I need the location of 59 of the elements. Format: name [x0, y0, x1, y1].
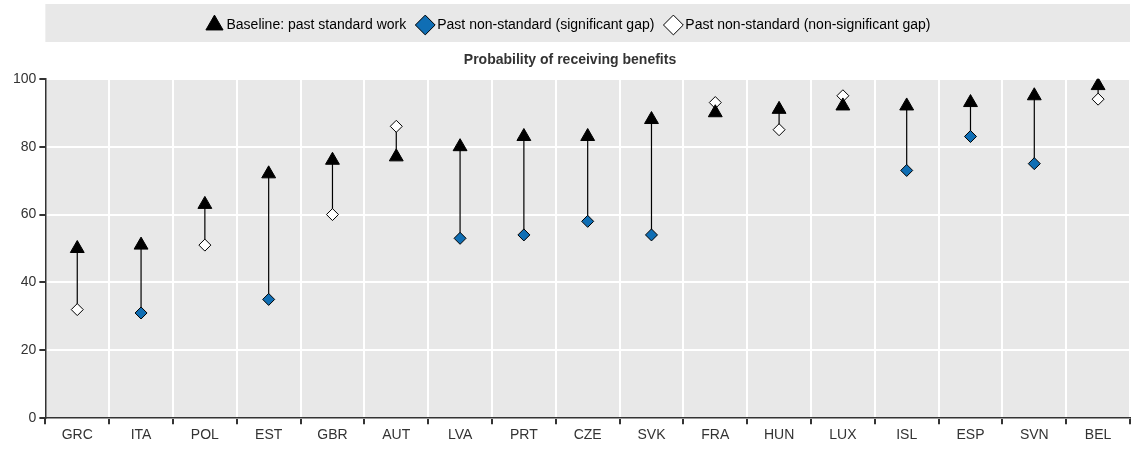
- y-tick-label: 100: [13, 69, 37, 86]
- legend-label: Past non-standard (significant gap): [437, 15, 655, 32]
- point: [452, 138, 468, 152]
- x-tick-label: CZE: [573, 426, 602, 443]
- point: [963, 94, 978, 108]
- point: [580, 128, 596, 141]
- y-tick-label: 60: [20, 205, 37, 222]
- y-tick-label: 80: [20, 137, 37, 154]
- point: [581, 214, 595, 228]
- point: [325, 151, 340, 165]
- x-tick-label: SVK: [637, 426, 667, 443]
- point: [262, 292, 276, 306]
- x-tick-label: LVA: [447, 426, 473, 443]
- y-tick-label: 40: [20, 273, 37, 290]
- x-tick-label: ISL: [896, 426, 918, 443]
- point: [963, 130, 977, 143]
- chart-title: Probability of receiving benefits: [463, 51, 677, 68]
- legend-label: Baseline: past standard work: [226, 15, 408, 32]
- point: [900, 163, 914, 177]
- point: [1027, 157, 1041, 171]
- point: [389, 119, 403, 133]
- point: [517, 228, 531, 242]
- point: [69, 240, 85, 253]
- point: [325, 208, 339, 222]
- point: [134, 306, 148, 320]
- y-tick-label: 0: [28, 409, 37, 426]
- point: [516, 128, 532, 141]
- point: [644, 111, 659, 125]
- point: [644, 228, 658, 242]
- x-tick-label: ESP: [956, 426, 985, 443]
- x-tick-label: PRT: [510, 426, 539, 443]
- point: [707, 104, 723, 118]
- x-tick-label: POL: [190, 426, 220, 443]
- point: [772, 123, 786, 137]
- legend-label: Past non-standard (non-significant gap): [685, 15, 931, 32]
- point: [198, 238, 212, 252]
- x-tick-label: HUN: [763, 426, 795, 443]
- point: [899, 97, 915, 111]
- point: [1026, 87, 1042, 101]
- point: [453, 231, 467, 245]
- x-tick-label: AUT: [382, 426, 411, 443]
- point: [70, 303, 84, 317]
- point: [771, 100, 787, 114]
- x-tick-label: GBR: [317, 426, 348, 443]
- point: [1091, 92, 1105, 106]
- point: [1090, 78, 1106, 91]
- x-tick-label: EST: [255, 426, 283, 443]
- point: [261, 165, 277, 179]
- y-tick-label: 20: [20, 341, 37, 358]
- point: [835, 97, 851, 111]
- x-tick-label: LUX: [829, 426, 858, 443]
- x-tick-label: BEL: [1084, 426, 1112, 443]
- point: [133, 236, 149, 250]
- x-tick-label: ITA: [130, 426, 153, 443]
- x-tick-label: FRA: [701, 426, 730, 443]
- point: [388, 148, 404, 162]
- x-tick-label: SVN: [1019, 426, 1049, 443]
- x-tick-label: GRC: [61, 426, 93, 443]
- point: [197, 195, 213, 209]
